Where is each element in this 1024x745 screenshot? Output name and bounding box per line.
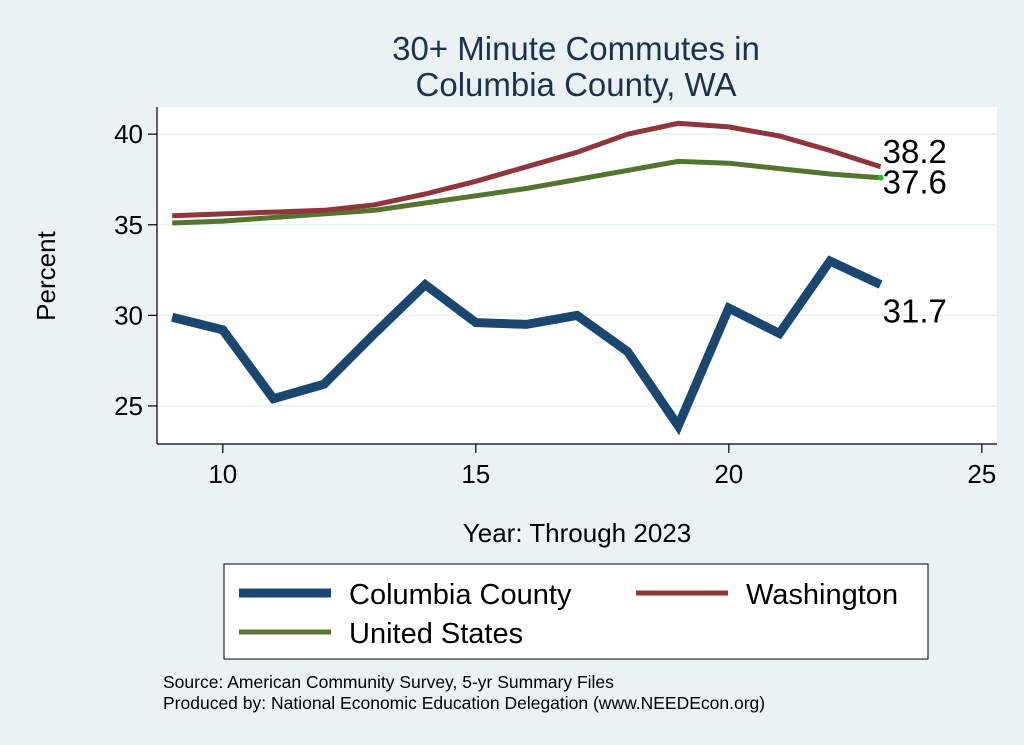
y-tick-label-35: 35 <box>114 210 143 240</box>
end-label-united-states: 37.6 <box>883 164 947 201</box>
end-label-columbia-county: 31.7 <box>883 293 947 330</box>
x-axis-ticks: 10 15 20 25 <box>208 444 996 489</box>
x-tick-label-20: 20 <box>714 459 743 489</box>
end-labels: 31.7 38.237.6 <box>877 133 947 330</box>
y-axis-ticks: 25 30 35 40 <box>114 119 157 421</box>
chart-title-line-2: Columbia County, WA <box>416 66 737 103</box>
legend-label-washington: Washington <box>746 579 898 611</box>
y-tick-label-40: 40 <box>114 119 143 149</box>
legend-label-united-states: United States <box>349 618 523 650</box>
series-line-washington <box>172 120 882 219</box>
series-layer <box>171 120 883 436</box>
y-tick-label-30: 30 <box>114 300 143 330</box>
end-marker-united-states <box>877 174 884 181</box>
end-label-washington: 38.2 <box>883 133 947 170</box>
y-axis-label: Percent <box>31 230 61 320</box>
legend-box <box>223 563 929 660</box>
source-line-1: Source: American Community Survey, 5-yr … <box>163 672 614 692</box>
series-line-columbia-county <box>171 255 883 436</box>
chart-title-line-1: 30+ Minute Commutes in <box>392 30 760 67</box>
series-line-united-states <box>172 158 881 226</box>
y-tick-label-25: 25 <box>114 391 143 421</box>
x-tick-label-15: 15 <box>461 459 490 489</box>
source-line-2: Produced by: National Economic Education… <box>163 693 765 713</box>
legend-label-columbia-county: Columbia County <box>349 579 572 611</box>
x-tick-label-25: 25 <box>967 459 996 489</box>
x-tick-label-10: 10 <box>208 459 237 489</box>
x-axis-label: Year: Through 2023 <box>463 518 691 548</box>
